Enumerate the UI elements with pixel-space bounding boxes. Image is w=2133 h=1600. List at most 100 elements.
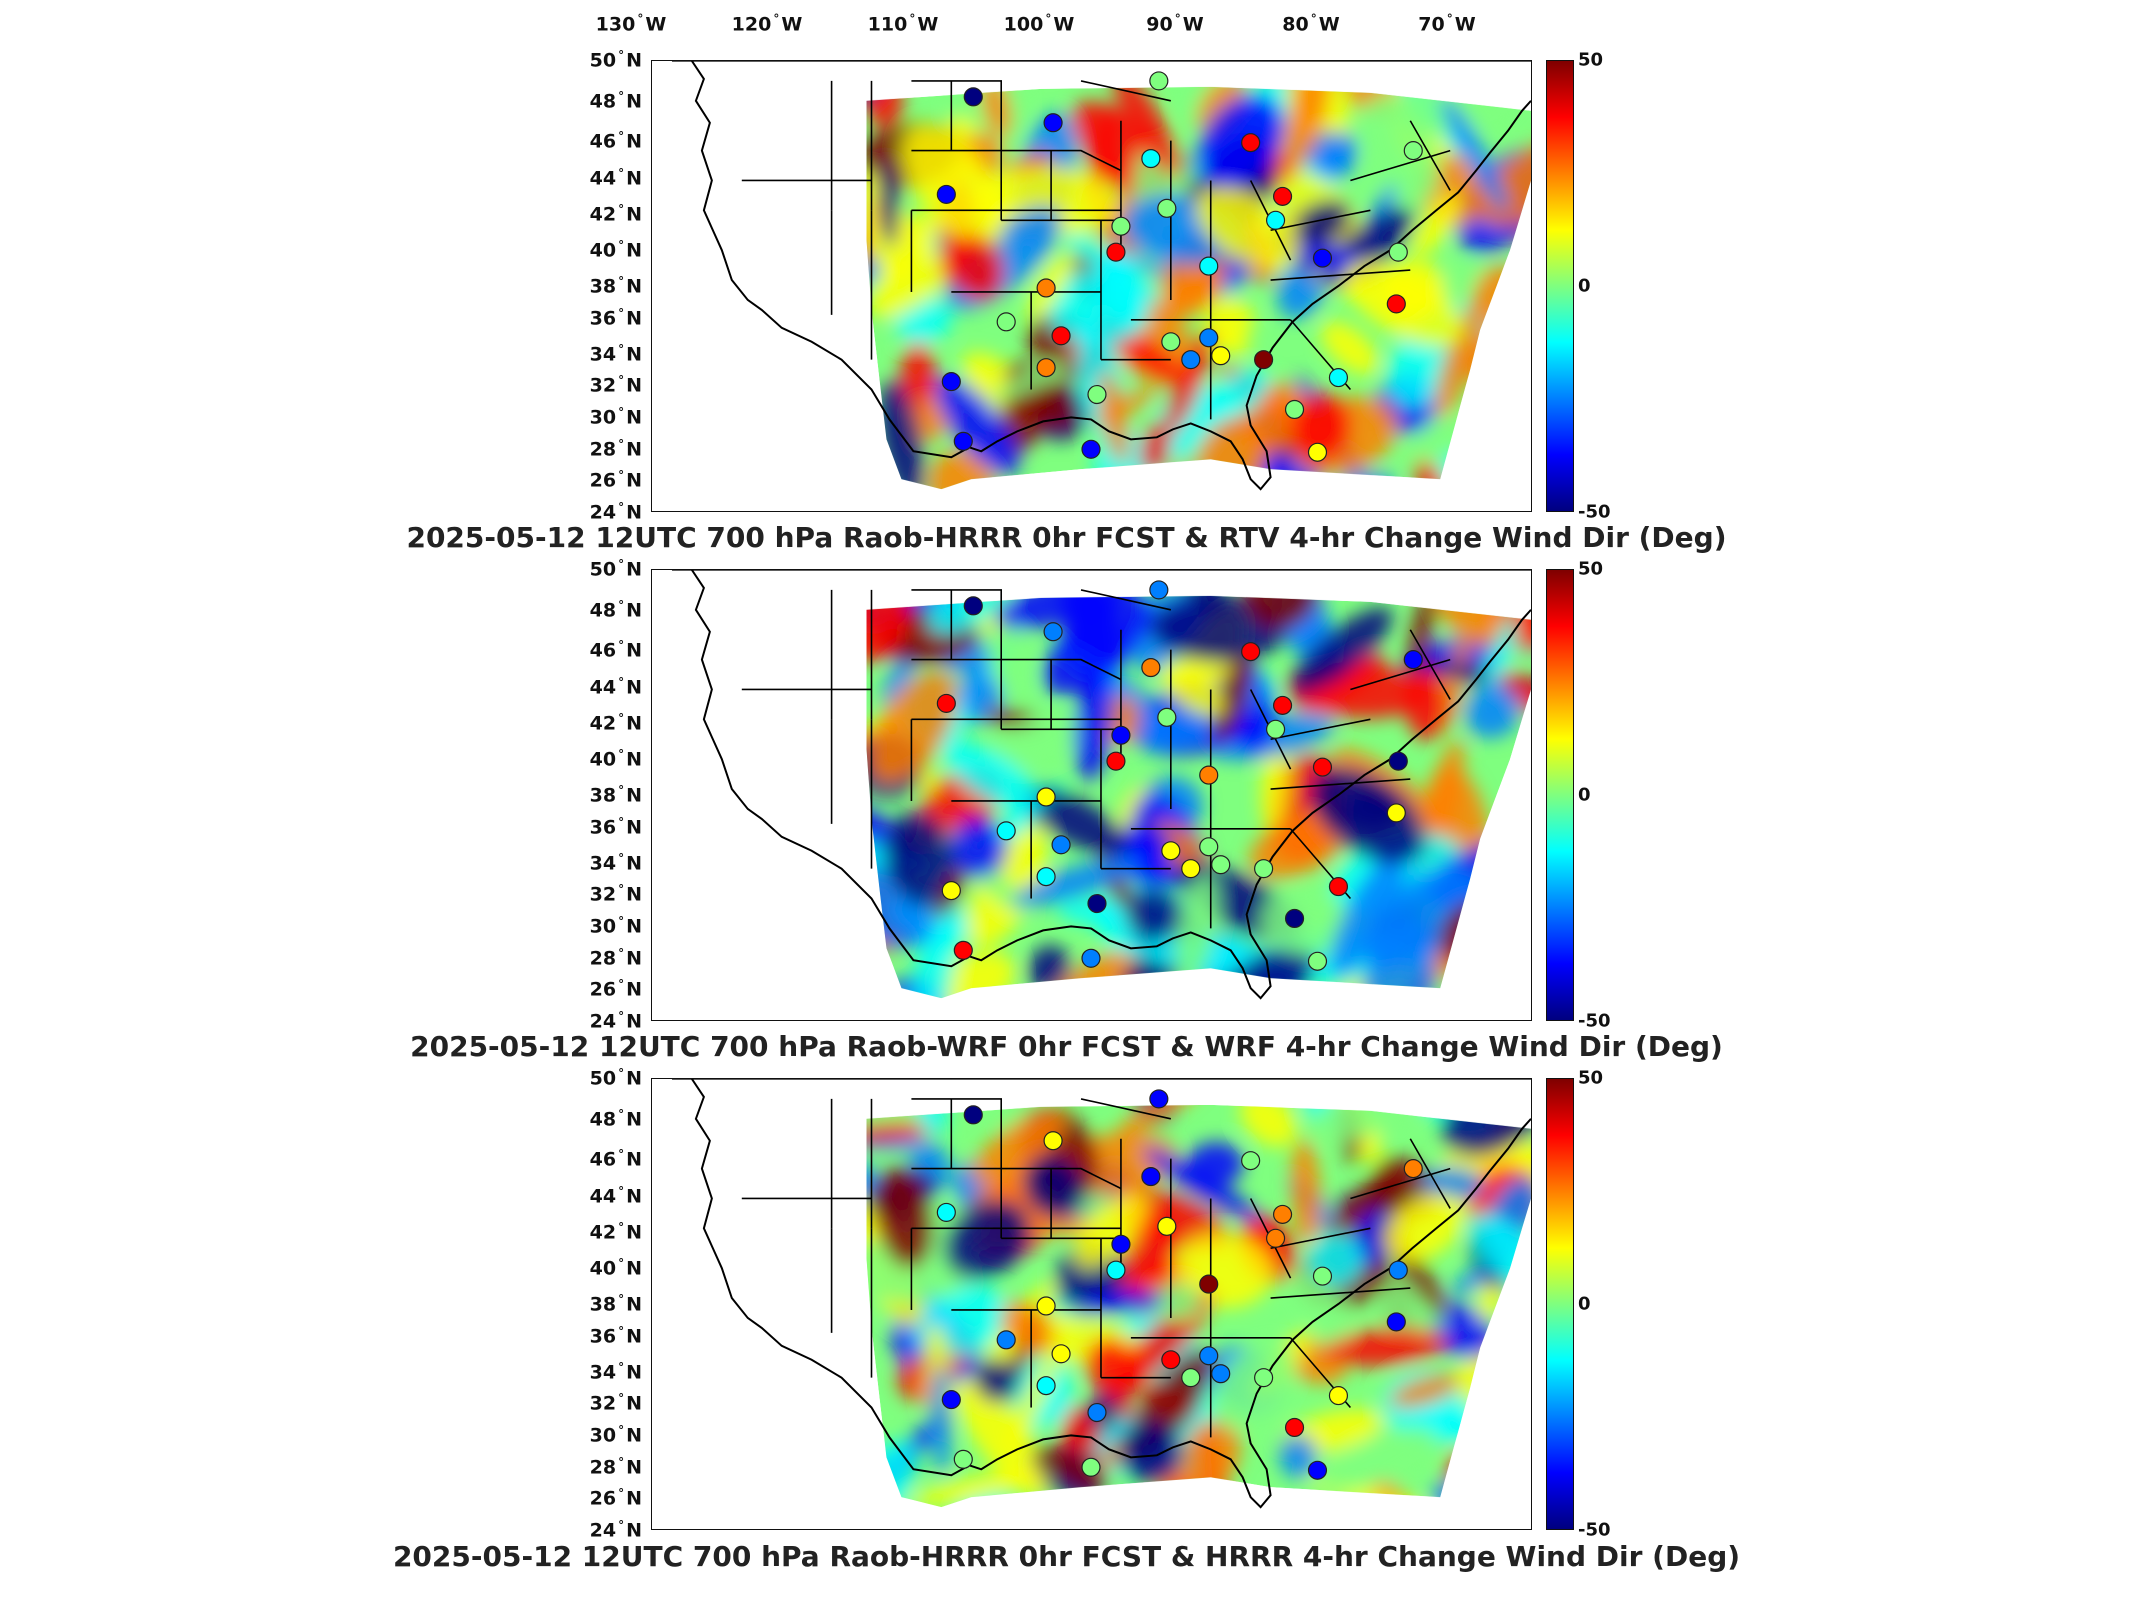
- raob-station-marker: [1036, 787, 1056, 807]
- field-patch: [972, 165, 1116, 238]
- latitude-label: 42 ° N: [589, 711, 642, 735]
- raob-station-marker: [1106, 751, 1126, 771]
- field-patch: [1390, 1373, 1460, 1408]
- latitude-label: 44 ° N: [589, 674, 642, 699]
- raob-station-marker: [936, 184, 956, 204]
- raob-station-marker: [1141, 1167, 1161, 1187]
- field-patch: [1033, 1445, 1108, 1490]
- raob-station-marker: [1087, 1402, 1107, 1423]
- raob-station-marker: [1111, 725, 1131, 745]
- latitude-label: 36 ° N: [589, 305, 642, 330]
- latitude-label: 42 ° N: [589, 202, 642, 226]
- map-title: 2025-05-12 12UTC 700 hPa Raob-HRRR 0hr F…: [406, 521, 1727, 554]
- latitude-label: 26 ° N: [589, 468, 642, 493]
- field-patch: [1472, 360, 1531, 378]
- raob-station-marker: [1328, 1386, 1349, 1406]
- raob-station-marker: [1254, 350, 1274, 370]
- field-patch: [902, 124, 1006, 248]
- raob-station-marker: [1241, 133, 1261, 153]
- raob-station-marker: [1087, 384, 1107, 405]
- raob-station-marker: [1161, 1350, 1181, 1370]
- raob-station-marker: [1254, 859, 1274, 879]
- field-patch: [1004, 1345, 1061, 1456]
- field-patch: [1074, 669, 1113, 781]
- latitude-label: 34 ° N: [589, 851, 642, 875]
- field-patch: [970, 1110, 1066, 1183]
- raob-station-marker: [941, 881, 961, 901]
- raob-station-marker: [1284, 399, 1305, 420]
- state-border: [1409, 120, 1451, 191]
- field-patch: [909, 1469, 1049, 1506]
- raob-station-marker: [1036, 278, 1056, 298]
- latitude-label: 30 ° N: [589, 914, 642, 938]
- field-patch: [1385, 1192, 1464, 1262]
- field-patch: [1320, 321, 1379, 375]
- field-patch: [951, 817, 1007, 878]
- field-patch: [1492, 870, 1531, 927]
- state-boundaries: [671, 61, 1531, 491]
- latitude-label: 40 ° N: [589, 747, 642, 771]
- raob-station-marker: [1149, 71, 1169, 91]
- field-patch: [1197, 94, 1285, 188]
- longitude-label: 110 ° W: [867, 12, 939, 36]
- longitude-label: 130 ° W: [595, 12, 667, 36]
- raob-station-marker: [1312, 248, 1333, 268]
- field-patch: [1361, 93, 1440, 206]
- raob-station-marker: [1161, 332, 1181, 352]
- field-patch: [1074, 1192, 1147, 1268]
- raob-station-marker: [1043, 1131, 1063, 1151]
- longitude-axis: 130 ° W 120 ° W 110 ° W 100 ° W 90 ° W 80 ° W 70 ° W: [0, 4, 2133, 44]
- latitude-label: 28 ° N: [589, 437, 642, 461]
- field-patch: [1129, 825, 1171, 867]
- latitude-label: 46 ° N: [589, 1147, 642, 1172]
- latitude-label: 26 ° N: [589, 977, 642, 1002]
- field-patch: [943, 1200, 1031, 1280]
- field-patch: [866, 595, 912, 663]
- raob-station-marker: [1199, 328, 1219, 348]
- longitude-label: 90 ° W: [1146, 12, 1204, 36]
- latitude-label: 50 ° N: [589, 48, 642, 72]
- latitude-label: 46 ° N: [589, 129, 642, 154]
- colorbar-tick-label: 0: [1578, 275, 1591, 297]
- field-patch: [1411, 194, 1461, 256]
- field-patch: [1174, 1233, 1273, 1309]
- latitude-label: 50 ° N: [589, 1066, 642, 1090]
- state-border: [1350, 658, 1451, 691]
- field-patch: [1279, 1434, 1318, 1479]
- raob-station-marker: [1284, 908, 1305, 929]
- longitude-label: 80 ° W: [1282, 12, 1340, 36]
- latitude-label: 46 ° N: [589, 638, 642, 663]
- raob-station-marker: [1199, 256, 1219, 276]
- raob-station-marker: [1211, 855, 1231, 875]
- field-patch: [1434, 299, 1484, 420]
- field-patch: [942, 740, 1043, 814]
- raob-station-marker: [1211, 346, 1231, 366]
- colorbar-tick-label: 0: [1578, 784, 1591, 806]
- raob-station-marker: [1284, 1417, 1305, 1438]
- longitude-label: 100 ° W: [1003, 12, 1075, 36]
- wind-direction-map: [671, 570, 1531, 1000]
- raob-station-marker: [963, 596, 983, 616]
- state-border: [911, 80, 1003, 221]
- state-border: [1270, 1227, 1371, 1250]
- raob-station-marker: [1266, 1228, 1286, 1248]
- latitude-label: 48 ° N: [589, 89, 642, 113]
- latitude-label: 44 ° N: [589, 1183, 642, 1208]
- field-patch: [1282, 86, 1331, 177]
- raob-station-marker: [1157, 198, 1177, 218]
- state-border: [1080, 80, 1171, 102]
- map-frame: [651, 1078, 1532, 1530]
- raob-station-marker: [1081, 948, 1101, 968]
- field-patch: [994, 595, 1135, 630]
- latitude-label: 24 ° N: [589, 1009, 642, 1033]
- map-frame: [651, 569, 1532, 1021]
- field-patch: [1318, 1426, 1437, 1494]
- raob-station-marker: [1111, 1234, 1131, 1254]
- colorbar-tick-label: 50: [1578, 1067, 1604, 1089]
- field-patch: [1330, 853, 1404, 978]
- raob-station-marker: [1272, 695, 1293, 715]
- raob-station-marker: [996, 1330, 1016, 1350]
- raob-station-marker: [1266, 719, 1286, 739]
- field-patch: [874, 1167, 934, 1269]
- state-border: [1409, 1138, 1451, 1209]
